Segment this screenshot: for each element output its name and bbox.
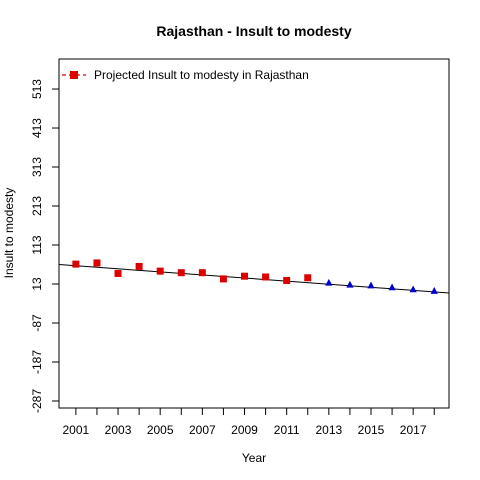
chart-title: Rajasthan - Insult to modesty bbox=[156, 23, 351, 39]
x-tick-label: 2001 bbox=[63, 423, 90, 437]
data-point-square bbox=[304, 274, 312, 282]
data-point-triangle bbox=[325, 278, 333, 286]
data-point-triangle bbox=[388, 283, 396, 291]
data-point-triangle bbox=[346, 280, 354, 288]
data-point-square bbox=[72, 260, 80, 268]
data-point-square bbox=[262, 273, 270, 281]
x-tick-label: 2011 bbox=[274, 423, 300, 437]
y-tick-label: 413 bbox=[30, 118, 44, 138]
data-point-square bbox=[93, 259, 101, 267]
y-tick-label: 13 bbox=[30, 277, 44, 291]
y-tick-label: -287 bbox=[30, 389, 44, 413]
legend-marker bbox=[70, 71, 78, 79]
y-tick-label: 513 bbox=[30, 79, 44, 99]
data-point-square bbox=[283, 276, 291, 284]
y-tick-label: -187 bbox=[30, 350, 44, 374]
data-point-square bbox=[219, 275, 227, 283]
x-tick-label: 2013 bbox=[315, 423, 342, 437]
x-tick-label: 2003 bbox=[105, 423, 132, 437]
x-tick-label: 2015 bbox=[358, 423, 385, 437]
data-points bbox=[72, 259, 438, 294]
data-point-square bbox=[156, 267, 164, 275]
y-tick-label: 113 bbox=[30, 235, 44, 254]
data-point-triangle bbox=[367, 281, 375, 289]
data-point-square bbox=[114, 269, 122, 277]
data-point-square bbox=[177, 269, 185, 277]
data-point-triangle bbox=[409, 285, 417, 293]
y-tick-label: 313 bbox=[30, 157, 44, 177]
data-point-square bbox=[241, 272, 249, 280]
y-axis: -287 -187 -87 13 113 213 313 413 513 bbox=[30, 79, 59, 413]
x-axis: 2001 2003 2005 2007 2009 2011 2013 2015 2017 bbox=[63, 408, 435, 437]
x-tick-label: 2007 bbox=[189, 423, 216, 437]
trend-line-group bbox=[58, 264, 450, 294]
legend: Projected Insult to modesty in Rajasthan bbox=[62, 68, 309, 82]
x-tick-label: 2005 bbox=[147, 423, 174, 437]
trend-line bbox=[58, 264, 450, 294]
y-axis-label: Insult to modesty bbox=[2, 188, 16, 279]
x-axis-label: Year bbox=[242, 451, 266, 465]
x-tick-label: 2017 bbox=[400, 423, 427, 437]
data-point-triangle bbox=[430, 287, 438, 294]
data-point-square bbox=[135, 262, 143, 270]
y-tick-label: 213 bbox=[30, 196, 44, 216]
y-tick-label: -87 bbox=[30, 314, 44, 332]
legend-label: Projected Insult to modesty in Rajasthan bbox=[94, 68, 309, 82]
x-tick-label: 2009 bbox=[231, 423, 258, 437]
data-point-square bbox=[198, 269, 206, 277]
plot-frame bbox=[58, 58, 450, 409]
